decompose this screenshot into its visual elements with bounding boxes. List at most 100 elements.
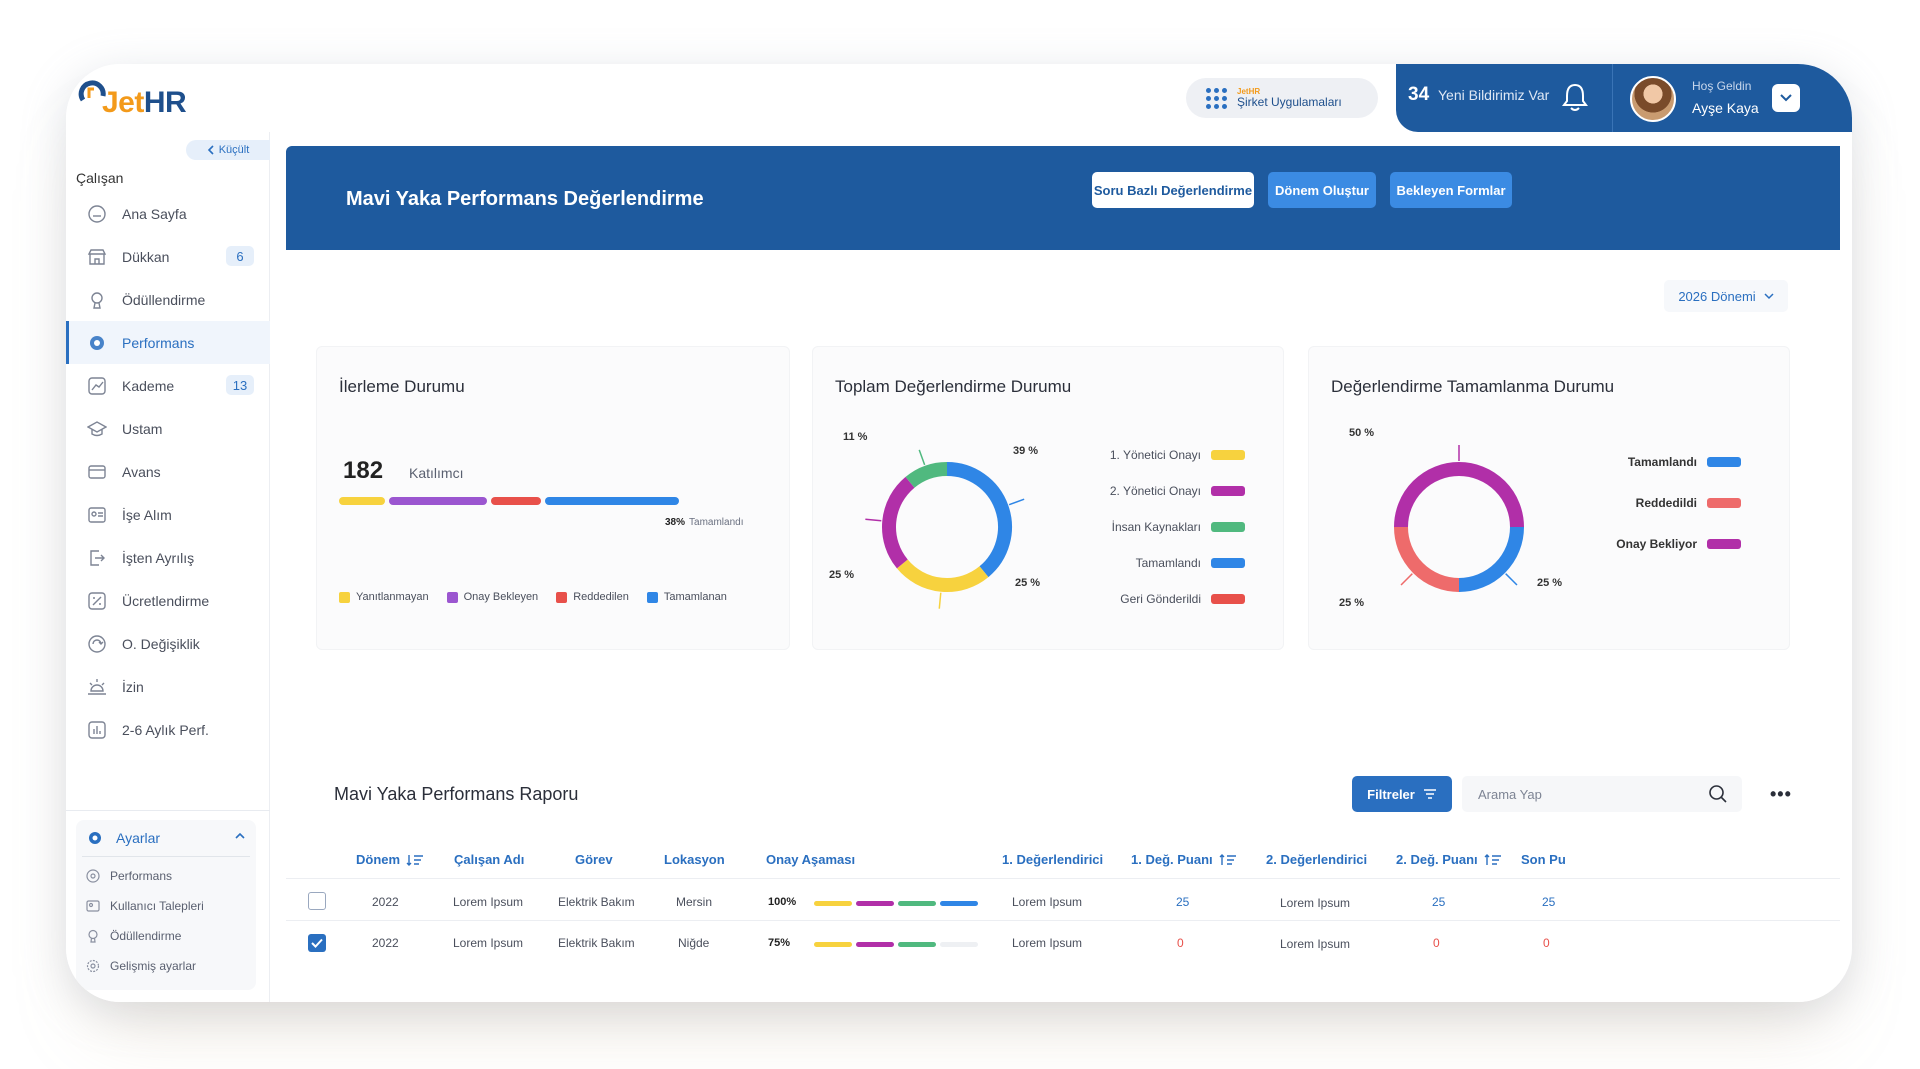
column-header-period[interactable]: Dönem <box>356 852 424 867</box>
app-window: JetHR JetHR Şirket Uygulamaları 34 Yeni … <box>66 64 1852 1002</box>
sidebar-item-label: Ödüllendirme <box>122 291 206 308</box>
sidebar-item-performans[interactable]: Performans <box>66 321 270 364</box>
column-header-employee[interactable]: Çalışan Adı <box>454 852 524 867</box>
sidebar-item-odullendirme[interactable]: Ödüllendirme <box>66 278 270 321</box>
cell-role: Elektrik Bakım <box>558 895 635 909</box>
settings-item-label: Kullanıcı Talepleri <box>110 899 204 913</box>
column-label: Görev <box>575 852 613 867</box>
logo-mark-icon <box>78 80 106 102</box>
leader-line <box>1505 573 1518 586</box>
settings-item-odullendirme[interactable]: Ödüllendirme <box>76 921 256 951</box>
target-icon <box>84 869 102 883</box>
settings-item-kullanici-talepleri[interactable]: Kullanıcı Talepleri <box>76 891 256 921</box>
sidebar-item-kademe[interactable]: Kademe 13 <box>66 364 270 407</box>
progress-status-card: İlerleme Durumu 182 Katılımcı 38% Tamamla… <box>316 346 790 650</box>
collapse-sidebar-button[interactable]: Küçült <box>186 140 270 160</box>
sidebar-item-dukkan[interactable]: Dükkan 6 <box>66 235 270 278</box>
row-checkbox[interactable] <box>308 934 326 952</box>
completion-legend: Tamamlandı Reddedildi Onay Bekliyor <box>1559 441 1741 564</box>
donut-slice <box>896 559 989 592</box>
sidebar-item-ustam[interactable]: Ustam <box>66 407 270 450</box>
search-icon[interactable] <box>1708 784 1728 804</box>
column-header-location[interactable]: Lokasyon <box>664 852 725 867</box>
sidebar-item-o-degisiklik[interactable]: O. Değişiklik <box>66 622 270 665</box>
sidebar-menu: Ana Sayfa Dükkan 6 Ödüllendirme Performa… <box>66 192 270 751</box>
more-options-button[interactable]: ••• <box>1770 784 1792 804</box>
create-period-button[interactable]: Dönem Oluştur <box>1268 172 1376 208</box>
cell-score1: 0 <box>1177 936 1184 950</box>
card-title: İlerleme Durumu <box>339 377 465 396</box>
column-header-rater2[interactable]: 2. Değerlendirici <box>1266 852 1367 867</box>
row-checkbox[interactable] <box>308 892 326 910</box>
user-menu-button[interactable] <box>1772 84 1800 112</box>
settings-toggle[interactable]: Ayarlar <box>76 820 256 856</box>
refresh-icon <box>86 633 108 655</box>
sidebar-item-label: İşten Ayrılış <box>122 549 195 566</box>
sort-asc-icon[interactable] <box>1484 853 1502 866</box>
sidebar-item-ana-sayfa[interactable]: Ana Sayfa <box>66 192 270 235</box>
settings-item-label: Performans <box>110 869 173 883</box>
gear-icon <box>84 829 106 847</box>
column-label: 1. Değerlendirici <box>1002 852 1104 867</box>
column-header-score2[interactable]: 2. Değ. Puanı <box>1396 852 1502 867</box>
column-header-approval-stage[interactable]: Onay Aşaması <box>766 852 855 867</box>
report-title: Mavi Yaka Performans Raporu <box>334 784 579 804</box>
filters-button[interactable]: Filtreler <box>1352 776 1452 812</box>
gear-chart-icon <box>86 332 108 354</box>
column-header-final-score[interactable]: Son Pu <box>1521 852 1566 867</box>
cell-stage-pct: 75% <box>768 937 791 949</box>
question-based-evaluation-button[interactable]: Soru Bazlı Değerlendirme <box>1092 172 1254 208</box>
sidebar-item-avans[interactable]: Avans <box>66 450 270 493</box>
column-label: Son Pu <box>1521 852 1566 867</box>
legend-item: Geri Gönderildi <box>1033 581 1245 617</box>
cell-period: 2022 <box>372 895 399 909</box>
sidebar-item-label: İzin <box>122 678 144 695</box>
count-badge: 13 <box>226 375 254 395</box>
legend-label: 1. Yönetici Onayı <box>1109 448 1201 462</box>
notification-text[interactable]: Yeni Bildirimiz Var <box>1438 87 1550 103</box>
collapse-label: Küçült <box>218 144 250 156</box>
cell-stage-pct: 100% <box>768 896 797 908</box>
sidebar-item-aylik-perf[interactable]: 2-6 Aylık Perf. <box>66 708 270 751</box>
search-placeholder: Arama Yap <box>1478 786 1542 802</box>
sort-desc-icon[interactable] <box>406 854 424 866</box>
sidebar-item-isten-ayrilis[interactable]: İşten Ayrılış <box>66 536 270 579</box>
search-input[interactable]: Arama Yap <box>1462 776 1742 812</box>
stage-segment <box>940 942 978 947</box>
total-evaluation-card: Toplam Değerlendirme Durumu 11 % 39 % 25… <box>812 346 1284 650</box>
id-card-icon <box>84 899 102 913</box>
sidebar-section-label: Çalışan <box>76 170 124 186</box>
legend-swatch <box>1211 558 1245 568</box>
pending-forms-button[interactable]: Bekleyen Formlar <box>1390 172 1512 208</box>
cell-score1: 25 <box>1176 895 1190 909</box>
jethr-logo[interactable]: JetHR <box>78 76 238 122</box>
settings-item-gelismis-ayarlar[interactable]: Gelişmiş ayarlar <box>76 951 256 981</box>
avatar[interactable] <box>1630 76 1676 122</box>
column-header-score1[interactable]: 1. Değ. Puanı <box>1131 852 1237 867</box>
sort-asc-icon[interactable] <box>1219 853 1237 866</box>
logo-text-jet: Jet <box>102 86 144 119</box>
legend-item: Tamamlandı <box>1033 545 1245 581</box>
slice-label: 25 % <box>829 569 855 581</box>
completed-text: Tamamlandı <box>689 517 744 528</box>
legend-item: Reddedilen <box>556 591 629 603</box>
sidebar-item-label: Ustam <box>122 420 163 437</box>
column-header-role[interactable]: Görev <box>575 852 613 867</box>
column-header-rater1[interactable]: 1. Değerlendirici <box>1002 852 1103 867</box>
sidebar-item-ucretlendirme[interactable]: Ücretlendirme <box>66 579 270 622</box>
filters-label: Filtreler <box>1367 786 1415 802</box>
period-select[interactable]: 2026 Dönemi <box>1664 280 1788 312</box>
legend-label: Tamamlanan <box>663 591 727 603</box>
cell-period: 2022 <box>372 936 399 950</box>
bell-icon[interactable] <box>1561 82 1589 112</box>
sidebar-item-ise-alim[interactable]: İşe Alım <box>66 493 270 536</box>
sidebar-item-izin[interactable]: İzin <box>66 665 270 708</box>
settings-item-performans[interactable]: Performans <box>76 861 256 891</box>
legend-swatch <box>1707 497 1741 508</box>
leader-line <box>865 518 882 522</box>
participant-count: 182 <box>343 457 384 484</box>
cell-rater1: Lorem Ipsum <box>1012 895 1083 909</box>
column-label: 2. Değ. Puanı <box>1396 852 1478 867</box>
home-icon <box>86 203 108 225</box>
company-apps-button[interactable]: JetHR Şirket Uygulamaları <box>1186 78 1378 118</box>
